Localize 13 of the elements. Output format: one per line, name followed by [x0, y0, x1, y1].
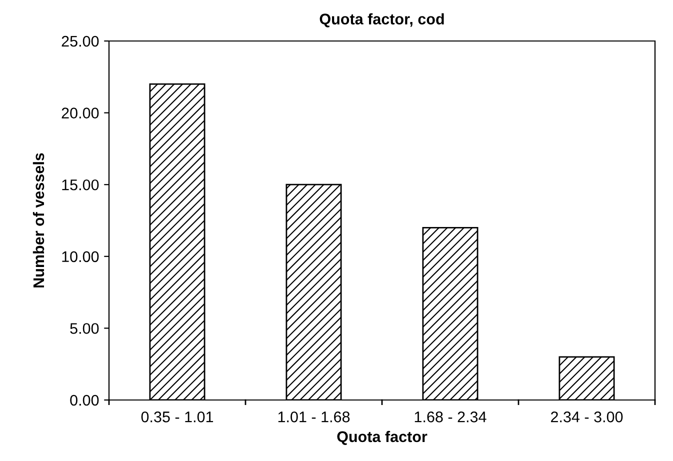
y-tick-label: 5.00 — [70, 323, 99, 334]
x-tick-label: 0.35 - 1.01 — [141, 412, 214, 422]
y-tick-label: 0.00 — [70, 394, 99, 406]
y-tick-label: 15.00 — [62, 179, 99, 190]
y-tick-label: 10.00 — [62, 251, 99, 262]
x-tick-label: 1.68 - 2.34 — [414, 412, 486, 422]
x-axis-title: Quota factor — [337, 430, 428, 445]
chart-title: Quota factor, cod — [320, 13, 444, 28]
y-axis-title: Number of vessels — [32, 153, 44, 288]
x-tick-label: 1.01 - 1.68 — [278, 412, 350, 422]
y-tick-label: 20.00 — [62, 108, 99, 118]
y-tick-label: 25.00 — [62, 36, 99, 47]
x-tick-label: 2.34 - 3.00 — [551, 412, 623, 422]
